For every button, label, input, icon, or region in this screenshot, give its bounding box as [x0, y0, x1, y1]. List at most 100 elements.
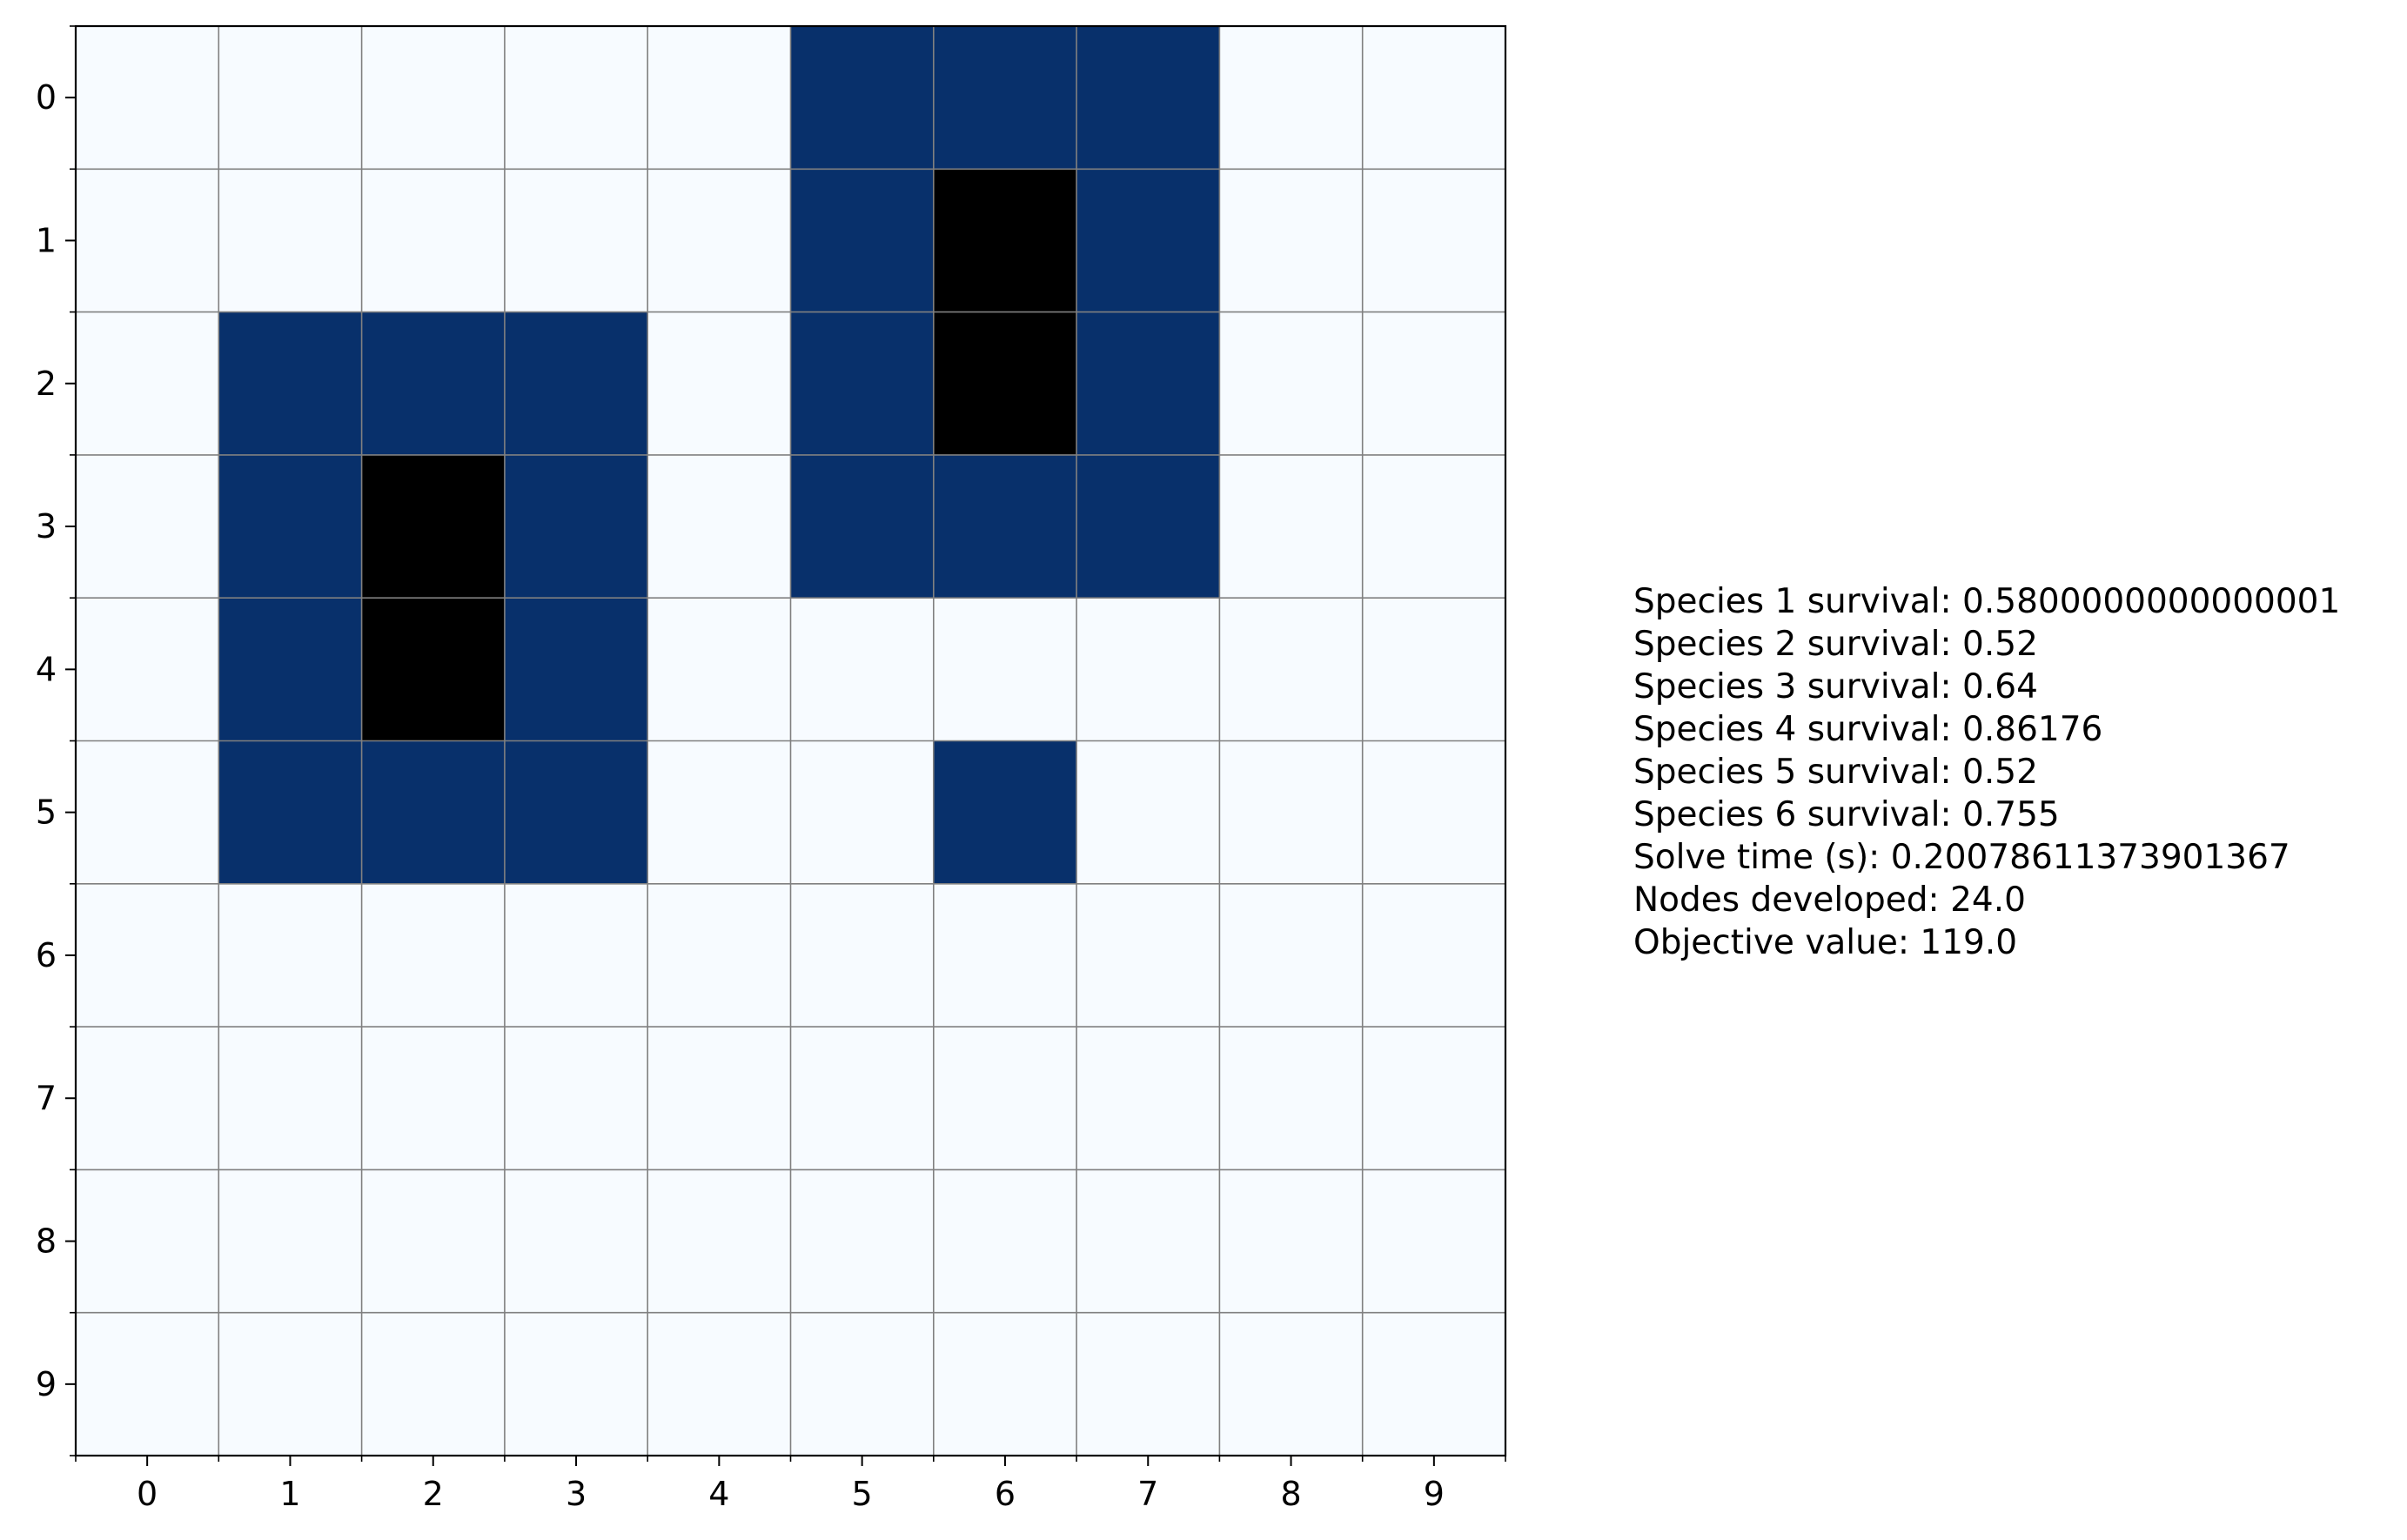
- heatmap-cell-r2-c8: [1219, 311, 1364, 456]
- heatmap-cell-r2-c1: [218, 311, 363, 456]
- heatmap-cell-r9-c5: [790, 1312, 935, 1456]
- heatmap-cell-r6-c7: [1076, 883, 1220, 1028]
- heatmap-cell-r4-c4: [647, 598, 791, 741]
- heatmap-cell-r3-c3: [504, 454, 648, 599]
- heatmap-cell-r2-c9: [1362, 311, 1506, 456]
- heatmap-cell-r2-c3: [504, 311, 648, 456]
- heatmap-cell-r4-c8: [1219, 598, 1364, 741]
- heatmap-cell-r7-c9: [1362, 1027, 1506, 1170]
- y-tick-label: 1: [36, 221, 57, 259]
- x-tick-label: 2: [423, 1475, 444, 1513]
- y-tick-label: 6: [36, 936, 57, 974]
- heatmap-cell-r9-c4: [647, 1312, 791, 1456]
- heatmap-cell-r2-c5: [790, 311, 935, 456]
- y-tick-label: 8: [36, 1222, 57, 1261]
- heatmap-cell-r6-c3: [504, 883, 648, 1028]
- heatmap-cell-r1-c6: [933, 169, 1077, 313]
- heatmap-cell-r7-c8: [1219, 1027, 1364, 1170]
- y-tick-label: 9: [36, 1365, 57, 1403]
- x-tick-label: 8: [1280, 1475, 1301, 1513]
- heatmap-cell-r9-c0: [76, 1312, 219, 1456]
- heatmap-cell-r1-c2: [361, 169, 506, 313]
- solver-info-line: Species 6 survival: 0.755: [1633, 795, 2060, 834]
- heatmap-cell-r6-c5: [790, 883, 935, 1028]
- heatmap-cell-r5-c5: [790, 740, 935, 885]
- heatmap-cell-r4-c5: [790, 598, 935, 741]
- heatmap-gridlines: [76, 26, 1505, 1456]
- heatmap-cell-r9-c1: [218, 1312, 363, 1456]
- heatmap-cell-r3-c5: [790, 454, 935, 599]
- heatmap-cell-r5-c4: [647, 740, 791, 885]
- solver-info-text: Species 1 survival: 0.5800000000000001 Sp…: [1633, 582, 2340, 962]
- heatmap-cell-r9-c9: [1362, 1312, 1506, 1456]
- heatmap-cell-r9-c2: [361, 1312, 506, 1456]
- heatmap-cell-r4-c6: [933, 598, 1077, 741]
- heatmap-cell-r7-c5: [790, 1027, 935, 1170]
- heatmap-cell-r1-c1: [218, 169, 363, 313]
- heatmap-cell-r5-c0: [76, 740, 219, 885]
- heatmap-cell-r2-c2: [361, 311, 506, 456]
- heatmap-cell-r4-c0: [76, 598, 219, 741]
- heatmap-cell-r3-c8: [1219, 454, 1364, 599]
- x-tick-label: 7: [1137, 1475, 1158, 1513]
- heatmap-cell-r1-c9: [1362, 169, 1506, 313]
- heatmap-cell-r1-c4: [647, 169, 791, 313]
- heatmap-cell-r0-c1: [218, 26, 363, 170]
- heatmap-cell-r4-c3: [504, 598, 648, 741]
- heatmap-cell-r8-c2: [361, 1169, 506, 1314]
- heatmap-cell-r1-c7: [1076, 169, 1220, 313]
- heatmap-cell-r5-c1: [218, 740, 363, 885]
- heatmap-cell-r2-c7: [1076, 311, 1220, 456]
- heatmap-cell-r8-c7: [1076, 1169, 1220, 1314]
- x-axis-ticks: 0 1 2 3 4 5 6 7 8 9: [75, 1456, 1506, 1513]
- heatmap-cell-r0-c6: [933, 26, 1077, 170]
- heatmap-cell-r2-c4: [647, 311, 791, 456]
- solver-info-line: Species 2 survival: 0.52: [1633, 625, 2038, 664]
- heatmap-cell-r7-c7: [1076, 1027, 1220, 1170]
- heatmap-cell-r3-c4: [647, 454, 791, 599]
- heatmap-cell-r3-c1: [218, 454, 363, 599]
- heatmap-cell-r8-c4: [647, 1169, 791, 1314]
- heatmap-cell-r4-c1: [218, 598, 363, 741]
- heatmap-cell-r4-c9: [1362, 598, 1506, 741]
- heatmap-cell-r4-c7: [1076, 598, 1220, 741]
- solver-info-line: Species 1 survival: 0.5800000000000001: [1633, 582, 2340, 621]
- heatmap-cell-r5-c8: [1219, 740, 1364, 885]
- heatmap-cell-r7-c4: [647, 1027, 791, 1170]
- heatmap-cell-r6-c9: [1362, 883, 1506, 1028]
- heatmap-cell-r8-c9: [1362, 1169, 1506, 1314]
- heatmap-cell-r5-c2: [361, 740, 506, 885]
- heatmap-cell-r4-c2: [361, 598, 506, 741]
- heatmap-cell-r7-c6: [933, 1027, 1077, 1170]
- heatmap-cell-r6-c8: [1219, 883, 1364, 1028]
- heatmap-cell-r0-c4: [647, 26, 791, 170]
- x-tick-label: 6: [995, 1475, 1016, 1513]
- heatmap-cell-r9-c8: [1219, 1312, 1364, 1456]
- solver-info-line: Solve time (s): 0.20078611373901367: [1633, 838, 2290, 877]
- y-tick-label: 0: [36, 78, 57, 117]
- heatmap-cell-r0-c9: [1362, 26, 1506, 170]
- heatmap-cell-r3-c2: [361, 454, 506, 599]
- heatmap-cell-r5-c6: [933, 740, 1077, 885]
- heatmap-cell-r0-c5: [790, 26, 935, 170]
- heatmap-cell-r6-c1: [218, 883, 363, 1028]
- y-axis-ticks: 0 1 2 3 4 5 6 7 8 9: [36, 25, 76, 1456]
- heatmap-cell-r8-c8: [1219, 1169, 1364, 1314]
- y-tick-label: 5: [36, 793, 57, 832]
- heatmap-cell-r5-c3: [504, 740, 648, 885]
- heatmap-cell-r9-c3: [504, 1312, 648, 1456]
- heatmap-cell-r8-c5: [790, 1169, 935, 1314]
- y-tick-label: 3: [36, 507, 57, 546]
- heatmap-cell-r8-c1: [218, 1169, 363, 1314]
- heatmap-cell-r1-c0: [76, 169, 219, 313]
- heatmap-cell-r8-c6: [933, 1169, 1077, 1314]
- heatmap-cell-r0-c0: [76, 26, 219, 170]
- heatmap-cell-r5-c9: [1362, 740, 1506, 885]
- heatmap-cell-r2-c0: [76, 311, 219, 456]
- x-tick-label: 9: [1424, 1475, 1445, 1513]
- solver-info-line: Species 3 survival: 0.64: [1633, 667, 2038, 706]
- heatmap-cell-r0-c2: [361, 26, 506, 170]
- solver-info-line: Species 4 survival: 0.86176: [1633, 710, 2102, 749]
- x-tick-label: 1: [279, 1475, 300, 1513]
